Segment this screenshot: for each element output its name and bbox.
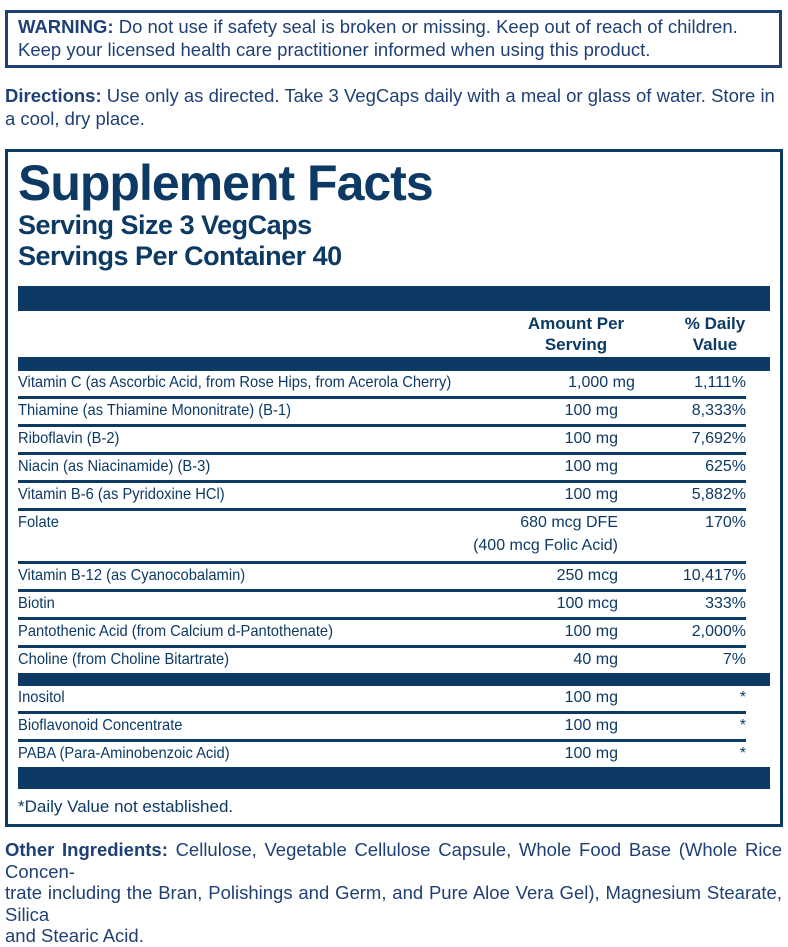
separator-bar-middle — [18, 673, 770, 686]
supplement-label-page: WARNING: Do not use if safety seal is br… — [0, 10, 788, 946]
column-header-row: Amount Per Serving % Daily Value — [8, 311, 780, 357]
table-row: Choline (from Choline Bitartrate) 40 mg … — [18, 648, 746, 673]
other-ingredients-line3: and Stearic Acid. — [5, 925, 144, 946]
table-row: Inositol 100 mg * — [18, 686, 746, 714]
nutrient-amount: 40 mg — [573, 651, 618, 668]
nutrient-dv: 2,000% — [691, 623, 746, 640]
nutrient-name: Inositol — [18, 689, 65, 706]
table-row: Bioflavonoid Concentrate 100 mg * — [18, 714, 746, 742]
nutrient-name: Biotin — [18, 595, 55, 612]
nutrient-amount: 100 mg — [564, 486, 618, 503]
nutrient-amount: 100 mg — [564, 745, 618, 762]
nutrient-dv: 7,692% — [691, 430, 746, 447]
directions-label: Directions: — [5, 85, 102, 106]
nutrient-amount: 100 mg — [564, 402, 618, 419]
nutrient-name: Folate — [18, 514, 59, 531]
nutrient-dv: 170% — [705, 514, 746, 531]
nutrient-dv: 5,882% — [691, 486, 746, 503]
daily-value-footnote: *Daily Value not established. — [18, 797, 234, 816]
nutrient-dv: 1,111% — [694, 374, 746, 391]
warning-box: WARNING: Do not use if safety seal is br… — [5, 10, 782, 68]
nutrient-table-no-dv: Inositol 100 mg * Bioflavonoid Concentra… — [8, 686, 780, 767]
nutrient-amount: 250 mcg — [556, 567, 618, 584]
nutrient-dv: * — [739, 745, 746, 762]
table-row: Vitamin B-12 (as Cyanocobalamin) 250 mcg… — [18, 564, 746, 592]
other-ingredients: Other Ingredients: Cellulose, Vegetable … — [5, 839, 782, 947]
supplement-facts-panel: Supplement Facts Serving Size 3 VegCaps … — [5, 149, 783, 827]
nutrient-name: PABA (Para-Aminobenzoic Acid) — [18, 745, 230, 762]
warning-text: Do not use if safety seal is broken or m… — [18, 16, 738, 60]
nutrient-dv: * — [739, 717, 746, 734]
nutrient-amount: 100 mg — [564, 430, 618, 447]
serving-size: Serving Size 3 VegCaps — [18, 210, 312, 240]
nutrient-name: Vitamin B-6 (as Pyridoxine HCl) — [18, 486, 225, 503]
nutrient-amount: 1,000 mg — [568, 374, 635, 391]
nutrient-dv: 8,333% — [691, 402, 746, 419]
nutrient-table: Vitamin C (as Ascorbic Acid, from Rose H… — [8, 371, 780, 673]
nutrient-name: Thiamine (as Thiamine Mononitrate) (B-1) — [18, 402, 291, 419]
nutrient-dv: 333% — [705, 595, 746, 612]
table-row: Riboflavin (B-2) 100 mg 7,692% — [18, 427, 746, 455]
directions-text: Use only as directed. Take 3 VegCaps dai… — [5, 85, 775, 129]
other-ingredients-line2: trate including the Bran, Polishings and… — [5, 882, 782, 925]
table-row: Thiamine (as Thiamine Mononitrate) (B-1)… — [18, 399, 746, 427]
separator-bar-top — [18, 286, 770, 311]
nutrient-name: Pantothenic Acid (from Calcium d-Pantoth… — [18, 623, 334, 640]
nutrient-name: Riboflavin (B-2) — [18, 430, 120, 447]
nutrient-amount: 100 mg — [564, 623, 618, 640]
other-ingredients-label: Other Ingredients: — [5, 839, 168, 860]
nutrient-amount: 100 mg — [564, 717, 618, 734]
table-row-folate: Folate 680 mcg DFE (400 mcg Folic Acid) 1… — [18, 511, 746, 564]
table-row: Vitamin B-6 (as Pyridoxine HCl) 100 mg 5… — [18, 483, 746, 511]
column-header-amount: Amount Per Serving — [527, 314, 625, 354]
table-row: Pantothenic Acid (from Calcium d-Pantoth… — [18, 620, 746, 648]
nutrient-dv: * — [739, 689, 746, 706]
nutrient-name: Vitamin C (as Ascorbic Acid, from Rose H… — [18, 374, 452, 391]
warning-label: WARNING: — [18, 16, 114, 37]
nutrient-amount: 100 mcg — [556, 595, 618, 612]
table-row: PABA (Para-Aminobenzoic Acid) 100 mg * — [18, 742, 746, 767]
servings-per-container: Servings Per Container 40 — [18, 241, 342, 271]
separator-bar-header — [18, 357, 770, 371]
nutrient-amount: 100 mg — [564, 689, 618, 706]
nutrient-dv: 625% — [705, 458, 746, 475]
nutrient-amount: 680 mcg DFE — [520, 514, 618, 531]
nutrient-name: Bioflavonoid Concentrate — [18, 717, 183, 734]
supplement-facts-title: Supplement Facts — [18, 155, 434, 211]
table-row: Vitamin C (as Ascorbic Acid, from Rose H… — [18, 371, 746, 399]
nutrient-amount: 100 mg — [564, 458, 618, 475]
nutrient-amount-note: (400 mcg Folic Acid) — [473, 537, 618, 554]
column-header-dv: % Daily Value — [684, 314, 746, 354]
nutrient-dv: 10,417% — [682, 567, 746, 584]
table-row: Niacin (as Niacinamide) (B-3) 100 mg 625… — [18, 455, 746, 483]
separator-bar-bottom — [18, 767, 770, 789]
nutrient-name: Choline (from Choline Bitartrate) — [18, 651, 230, 668]
nutrient-dv: 7% — [722, 651, 746, 668]
nutrient-name: Niacin (as Niacinamide) (B-3) — [18, 458, 211, 475]
table-row: Biotin 100 mcg 333% — [18, 592, 746, 620]
directions: Directions: Use only as directed. Take 3… — [5, 84, 782, 130]
nutrient-name: Vitamin B-12 (as Cyanocobalamin) — [18, 567, 246, 584]
